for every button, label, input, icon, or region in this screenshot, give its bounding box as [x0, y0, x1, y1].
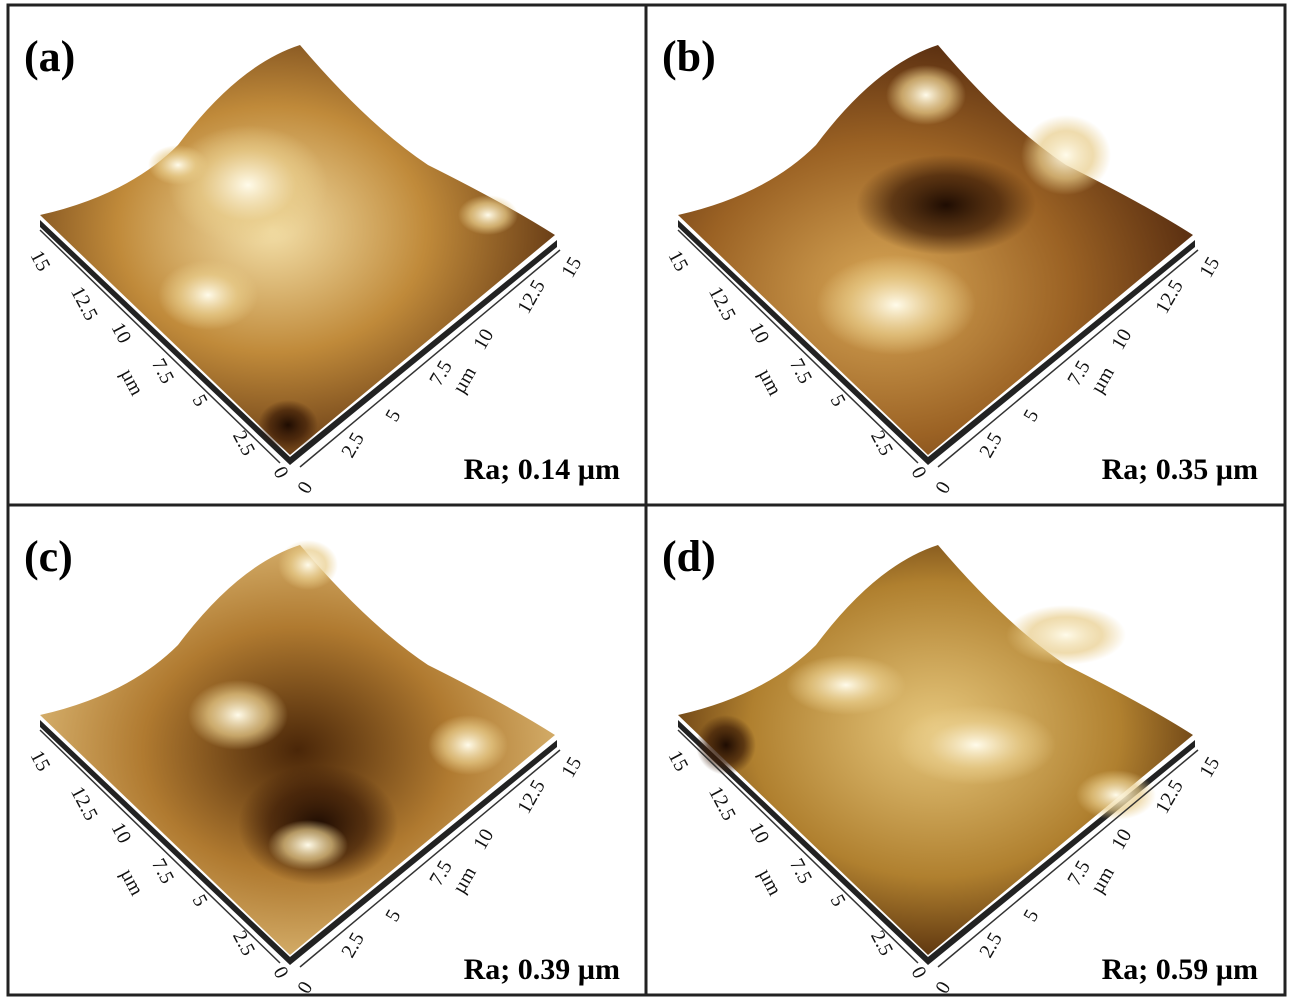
- tick-label: 12.5: [66, 283, 102, 324]
- tick-label: 12.5: [66, 783, 102, 824]
- surface-feature: [816, 255, 976, 355]
- roughness: Ra; 0.59 µm: [1102, 953, 1258, 986]
- tick-label: 5: [1019, 906, 1043, 926]
- axis-line: [39, 729, 281, 964]
- axis-line: [677, 229, 919, 464]
- tick-label: 10: [745, 319, 774, 347]
- roughness: Ra; 0.35 µm: [1102, 453, 1258, 486]
- panel-label: (d): [662, 532, 716, 581]
- tick-label: 12.5: [513, 276, 550, 317]
- axis-unit: µm: [116, 865, 148, 900]
- tick-label: 2.5: [975, 929, 1007, 962]
- tick-label: 15: [664, 747, 693, 775]
- surface-feature: [458, 195, 518, 235]
- tick-label: 2.5: [337, 429, 369, 462]
- tick-label: 0: [269, 963, 293, 982]
- surface-feature: [1021, 115, 1111, 195]
- tick-label: 10: [107, 819, 136, 847]
- surface-feature: [278, 540, 338, 590]
- afm-surface: [40, 545, 555, 955]
- panel: (a)Ra; 0.14 µm1512.5107.552.50µm02.557.5…: [24, 32, 620, 498]
- tick-label: 5: [826, 891, 850, 910]
- tick-label: 10: [469, 325, 498, 353]
- tick-label: 15: [1195, 253, 1224, 281]
- surface-feature: [168, 125, 328, 245]
- tick-label: 10: [107, 319, 136, 347]
- afm-surface: [40, 45, 555, 455]
- axis-line: [299, 749, 561, 968]
- axis-unit: µm: [754, 365, 786, 400]
- tick-label: 10: [469, 825, 498, 853]
- surface-feature: [1006, 605, 1126, 665]
- panel-label: (c): [24, 532, 73, 581]
- tick-label: 15: [664, 247, 693, 275]
- surface-feature: [158, 260, 258, 330]
- tick-label: 5: [381, 406, 405, 426]
- tick-label: 12.5: [513, 776, 550, 817]
- tick-label: 15: [557, 753, 586, 781]
- tick-label: 0: [931, 478, 955, 498]
- tick-label: 2.5: [866, 427, 897, 459]
- tick-label: 5: [188, 391, 212, 410]
- surface-feature: [188, 680, 288, 750]
- roughness: Ra; 0.14 µm: [464, 453, 620, 486]
- tick-label: 15: [26, 247, 55, 275]
- tick-label: 15: [557, 253, 586, 281]
- tick-label: 10: [1107, 825, 1136, 853]
- tick-label: 2.5: [337, 929, 369, 962]
- surface-feature: [258, 400, 318, 450]
- axis-unit: µm: [754, 865, 786, 900]
- panel-label: (b): [662, 32, 716, 81]
- tick-label: 10: [1107, 325, 1136, 353]
- surface-feature: [896, 705, 1056, 785]
- tick-label: 2.5: [975, 429, 1007, 462]
- tick-label: 12.5: [1151, 276, 1188, 317]
- tick-label: 0: [269, 463, 293, 482]
- surface-feature: [148, 145, 208, 185]
- axis-line: [937, 749, 1199, 968]
- axis-line: [39, 229, 281, 464]
- roughness: Ra; 0.39 µm: [464, 953, 620, 986]
- tick-label: 2.5: [866, 927, 897, 959]
- tick-label: 12.5: [704, 783, 740, 824]
- axis-line: [937, 249, 1199, 468]
- surface-feature: [1076, 770, 1156, 820]
- tick-label: 2.5: [228, 927, 259, 959]
- panel: (d)Ra; 0.59 µm1512.5107.552.50µm02.557.5…: [662, 532, 1258, 998]
- tick-label: 2.5: [228, 427, 259, 459]
- surface-feature: [856, 155, 1036, 255]
- panel: (c)Ra; 0.39 µm1512.5107.552.50µm02.557.5…: [24, 532, 620, 998]
- axis-line: [677, 729, 919, 964]
- surface-feature: [428, 715, 508, 775]
- surface-feature: [886, 65, 966, 125]
- tick-label: 0: [907, 463, 931, 482]
- surface-feature: [696, 715, 756, 775]
- axis-line: [299, 249, 561, 468]
- tick-label: 15: [26, 747, 55, 775]
- tick-label: 12.5: [704, 283, 740, 324]
- tick-label: 10: [745, 819, 774, 847]
- surface-feature: [786, 655, 906, 715]
- panel-label: (a): [24, 32, 75, 81]
- tick-label: 12.5: [1151, 776, 1188, 817]
- panel: (b)Ra; 0.35 µm1512.5107.552.50µm02.557.5…: [662, 32, 1258, 498]
- tick-label: 5: [381, 906, 405, 926]
- tick-label: 5: [826, 391, 850, 410]
- tick-label: 5: [188, 891, 212, 910]
- tick-label: 5: [1019, 406, 1043, 426]
- tick-label: 15: [1195, 753, 1224, 781]
- surface-feature: [268, 820, 348, 870]
- tick-label: 0: [907, 963, 931, 982]
- tick-label: 0: [293, 478, 317, 498]
- axis-unit: µm: [116, 365, 148, 400]
